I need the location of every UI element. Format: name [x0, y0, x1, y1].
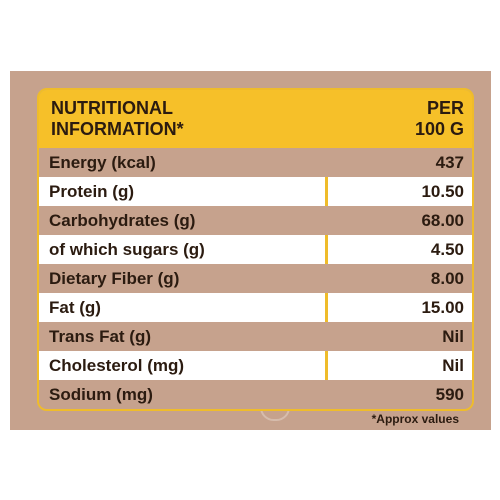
- nutrient-name: Dietary Fiber (g): [39, 264, 327, 293]
- nutrient-name: Energy (kcal): [39, 148, 327, 177]
- nutrient-value: 10.50: [328, 177, 472, 206]
- nutrient-value: Nil: [327, 322, 472, 351]
- table-row: Trans Fat (g) Nil: [39, 322, 472, 351]
- table-row: Sodium (mg) 590: [39, 380, 472, 409]
- header-per-unit: PER 100 G: [414, 98, 464, 139]
- table-body: Energy (kcal) 437 Protein (g) 10.50 Carb…: [39, 148, 472, 409]
- table-row: Energy (kcal) 437: [39, 148, 472, 177]
- nutrient-value: 15.00: [328, 293, 472, 322]
- nutrient-name: Carbohydrates (g): [39, 206, 327, 235]
- table-row: of which sugars (g) 4.50: [39, 235, 472, 264]
- table-row: Fat (g) 15.00: [39, 293, 472, 322]
- header-title: NUTRITIONAL INFORMATION*: [51, 98, 184, 139]
- nutrient-value: 8.00: [327, 264, 472, 293]
- approx-values-note: *Approx values: [371, 412, 459, 426]
- nutrient-value: 437: [327, 148, 472, 177]
- nutrient-name: Fat (g): [39, 293, 325, 322]
- nutrient-name: Cholesterol (mg): [39, 351, 325, 380]
- nutrient-value: Nil: [328, 351, 472, 380]
- nutrient-value: 68.00: [327, 206, 472, 235]
- table-row: Dietary Fiber (g) 8.00: [39, 264, 472, 293]
- table-row: Carbohydrates (g) 68.00: [39, 206, 472, 235]
- nutrient-value: 590: [327, 380, 472, 409]
- nutrient-name: of which sugars (g): [39, 235, 325, 264]
- table-header: NUTRITIONAL INFORMATION* PER 100 G: [39, 90, 472, 148]
- nutrient-name: Sodium (mg): [39, 380, 327, 409]
- nutrient-name: Protein (g): [39, 177, 325, 206]
- nutrition-panel: NUTRITIONAL INFORMATION* PER 100 G Energ…: [10, 71, 491, 430]
- table-row: Protein (g) 10.50: [39, 177, 472, 206]
- nutrient-name: Trans Fat (g): [39, 322, 327, 351]
- nutrient-value: 4.50: [328, 235, 472, 264]
- table-row: Cholesterol (mg) Nil: [39, 351, 472, 380]
- nutrition-table: NUTRITIONAL INFORMATION* PER 100 G Energ…: [37, 88, 474, 411]
